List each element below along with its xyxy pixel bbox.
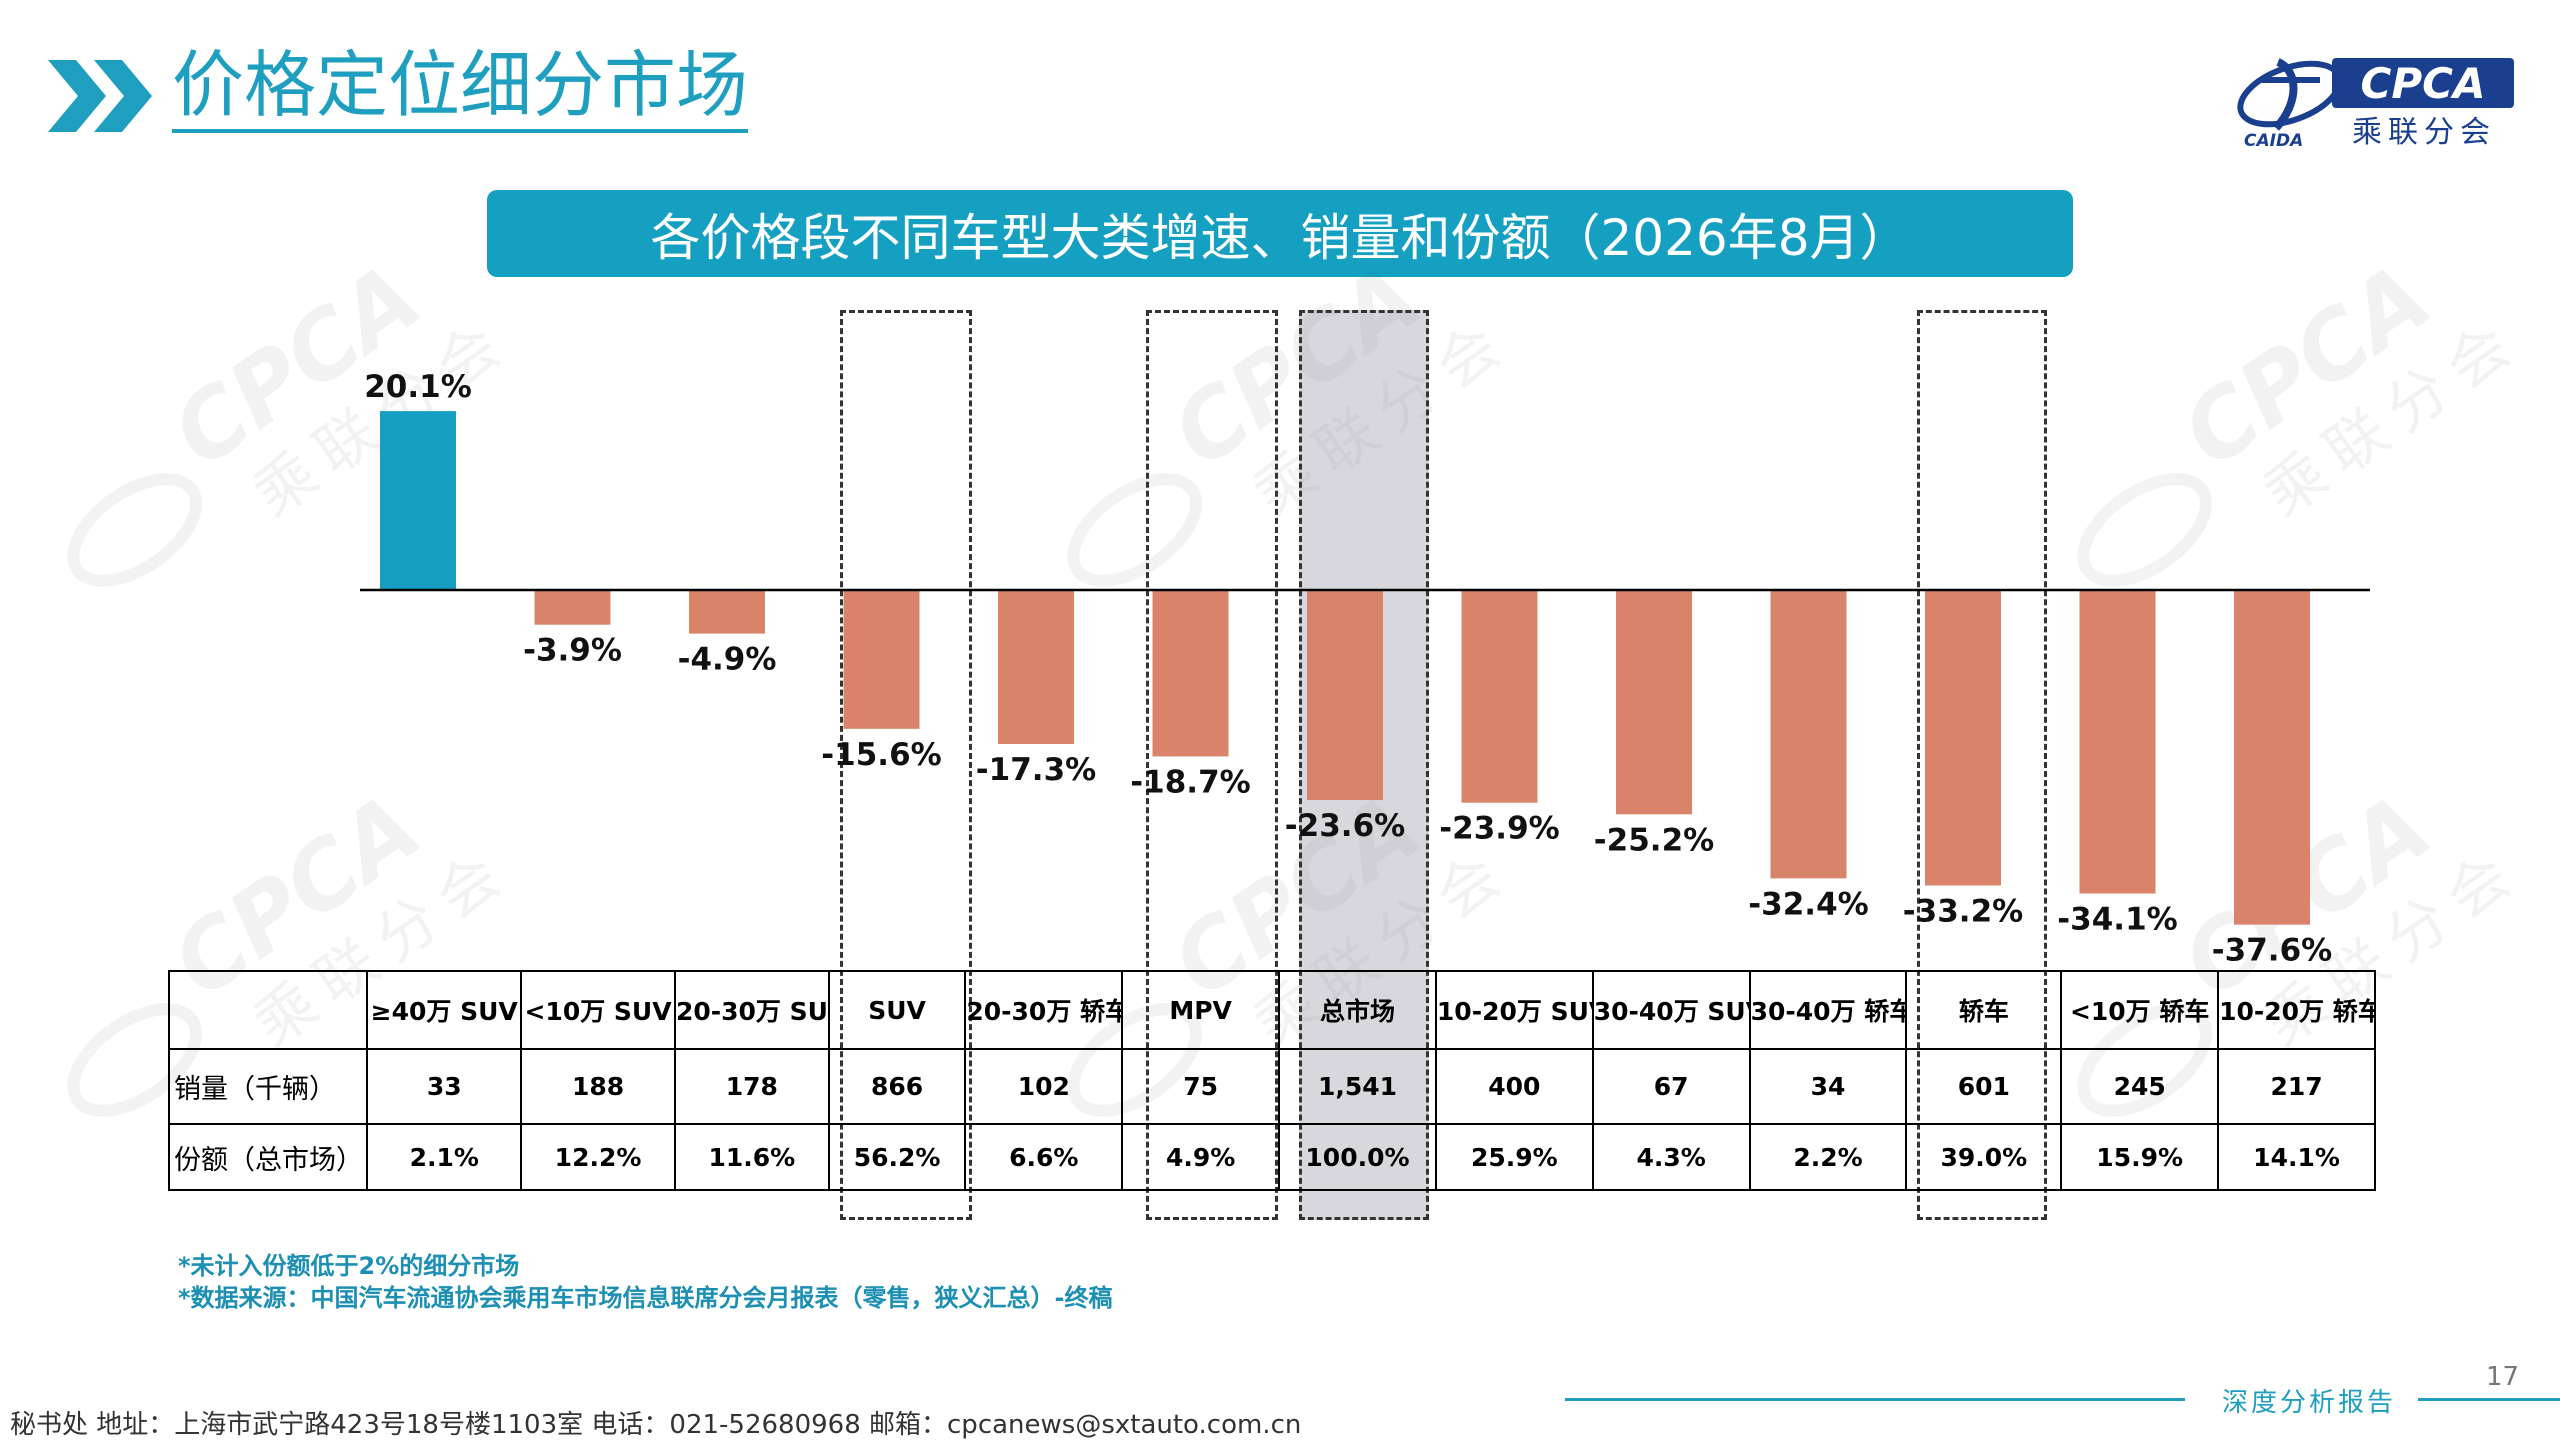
category-cell-1: <10万 SUV	[520, 970, 676, 1050]
sales-cell-7: 400	[1434, 1048, 1594, 1125]
footnote-exclusion: *未计入份额低于2%的细分市场	[178, 1252, 520, 1280]
bar-4	[998, 590, 1074, 744]
chart-banner-title: 各价格段不同车型大类增速、销量和份额（2026年8月）	[487, 190, 2073, 277]
bar-1	[534, 590, 611, 625]
sales-cell-0: 33	[366, 1048, 523, 1125]
category-cell-7: 10-20万 SUV	[1434, 970, 1594, 1050]
bar-value-label-0: 20.1%	[364, 369, 472, 405]
sales-cell-10: 601	[1905, 1048, 2063, 1125]
share-row-header: 份额（总市场）	[167, 1123, 369, 1191]
logo-emblem-text: CAIDA	[2244, 131, 2303, 150]
highlight-box-mpv	[1146, 310, 1278, 1220]
highlight-box-sedan	[1917, 310, 2047, 1220]
share-cell-11: 15.9%	[2060, 1123, 2220, 1191]
bar-value-label-9: -32.4%	[1748, 886, 1868, 922]
category-cell-5: MPV	[1121, 970, 1281, 1050]
share-cell-12: 14.1%	[2217, 1123, 2376, 1191]
category-cell-6: 总市场	[1278, 970, 1437, 1050]
share-cell-5: 4.9%	[1121, 1123, 1281, 1191]
bar-8	[1616, 590, 1692, 815]
sales-cell-2: 178	[673, 1048, 830, 1125]
share-row: 份额（总市场） 2.1% 12.2% 11.6% 56.2% 6.6% 4.9% 100.0%…	[167, 1123, 2376, 1191]
share-cell-7: 25.9%	[1434, 1123, 1594, 1191]
bar-value-label-6: -23.6%	[1285, 808, 1405, 844]
bar-value-label-10: -33.2%	[1903, 893, 2023, 929]
share-cell-9: 2.2%	[1748, 1123, 1908, 1191]
bar-value-label-11: -34.1%	[2057, 901, 2177, 937]
sales-cell-9: 34	[1748, 1048, 1908, 1125]
chevron-double-icon	[48, 60, 152, 132]
logo-brand: CPCA	[2361, 59, 2486, 108]
bar-5	[1152, 590, 1229, 757]
category-cell-9: 30-40万 轿车	[1748, 970, 1908, 1050]
bar-12	[2234, 590, 2310, 925]
bar-9	[1770, 590, 1847, 879]
share-cell-0: 2.1%	[366, 1123, 523, 1191]
bar-0	[380, 411, 456, 590]
bar-value-label-12: -37.6%	[2212, 933, 2332, 969]
page-title: 价格定位细分市场	[172, 44, 749, 133]
bar-value-label-1: -3.9%	[523, 633, 622, 669]
sales-cell-4: 102	[964, 1048, 1124, 1125]
sales-cell-3: 866	[827, 1048, 967, 1125]
bar-value-label-3: -15.6%	[821, 737, 941, 773]
share-cell-4: 6.6%	[964, 1123, 1124, 1191]
bar-value-label-2: -4.9%	[678, 642, 777, 678]
category-cell-11: <10万 轿车	[2060, 970, 2220, 1050]
category-cell-2: 20-30万 SUV	[673, 970, 830, 1050]
bar-2	[689, 590, 765, 634]
sales-cell-8: 67	[1591, 1048, 1751, 1125]
bar-6	[1307, 590, 1383, 801]
footnote-source: *数据来源：中国汽车流通协会乘用车市场信息联席分会月报表（零售，狭义汇总）-终稿	[178, 1284, 1113, 1312]
category-cell-0: ≥40万 SUV	[366, 970, 523, 1050]
category-cell-3: SUV	[827, 970, 967, 1050]
footer-divider-right	[2418, 1398, 2560, 1401]
bar-10	[1925, 590, 2001, 886]
sales-cell-1: 188	[520, 1048, 676, 1125]
bar-7	[1461, 590, 1538, 803]
share-cell-6: 100.0%	[1278, 1123, 1437, 1191]
bar-11	[2079, 590, 2156, 894]
bar-value-label-7: -23.9%	[1439, 811, 1559, 847]
category-cell-10: 轿车	[1905, 970, 2063, 1050]
footer-divider	[1565, 1398, 2185, 1401]
sales-cell-5: 75	[1121, 1048, 1281, 1125]
bar-value-label-8: -25.2%	[1594, 822, 1714, 858]
sales-row-header: 销量（千辆）	[167, 1048, 369, 1125]
sales-cell-11: 245	[2060, 1048, 2220, 1125]
share-cell-1: 12.2%	[520, 1123, 676, 1191]
logo-subtitle: 乘联分会	[2352, 115, 2496, 150]
share-cell-3: 56.2%	[827, 1123, 967, 1191]
highlight-box-suv	[840, 310, 972, 1220]
category-cell-12: 10-20万 轿车	[2217, 970, 2376, 1050]
share-cell-8: 4.3%	[1591, 1123, 1751, 1191]
category-row-header	[167, 970, 369, 1050]
cpca-logo: CAIDA CPCA 乘联分会	[2237, 58, 2514, 150]
bar-value-label-4: -17.3%	[976, 752, 1096, 788]
category-cell-4: 20-30万 轿车	[964, 970, 1124, 1050]
page-number: 17	[2486, 1362, 2520, 1392]
sales-cell-6: 1,541	[1278, 1048, 1437, 1125]
footer-contact: 秘书处 地址：上海市武宁路423号18号楼1103室 电话：021-526809…	[10, 1410, 1302, 1440]
share-cell-2: 11.6%	[673, 1123, 830, 1191]
share-cell-10: 39.0%	[1905, 1123, 2063, 1191]
bar-value-label-5: -18.7%	[1130, 764, 1250, 800]
bar-3	[843, 590, 920, 729]
sales-row: 销量（千辆） 33 188 178 866 102 75 1,541 400 67 34 601 245…	[167, 1048, 2376, 1125]
category-cell-8: 30-40万 SUV	[1591, 970, 1751, 1050]
sales-cell-12: 217	[2217, 1048, 2376, 1125]
report-label: 深度分析报告	[2222, 1388, 2397, 1418]
